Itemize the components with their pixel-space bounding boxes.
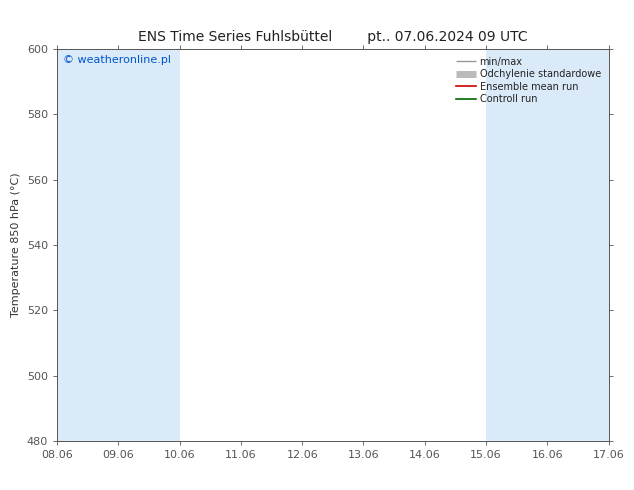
Title: ENS Time Series Fuhlsbüttel        pt.. 07.06.2024 09 UTC: ENS Time Series Fuhlsbüttel pt.. 07.06.2… [138, 30, 527, 44]
Y-axis label: Temperature 850 hPa (°C): Temperature 850 hPa (°C) [11, 172, 21, 318]
Legend: min/max, Odchylenie standardowe, Ensemble mean run, Controll run: min/max, Odchylenie standardowe, Ensembl… [453, 54, 604, 107]
Bar [57, 49, 119, 441]
Bar [547, 49, 609, 441]
Text: © weatheronline.pl: © weatheronline.pl [63, 55, 171, 65]
Bar [486, 49, 547, 441]
Bar [119, 49, 179, 441]
